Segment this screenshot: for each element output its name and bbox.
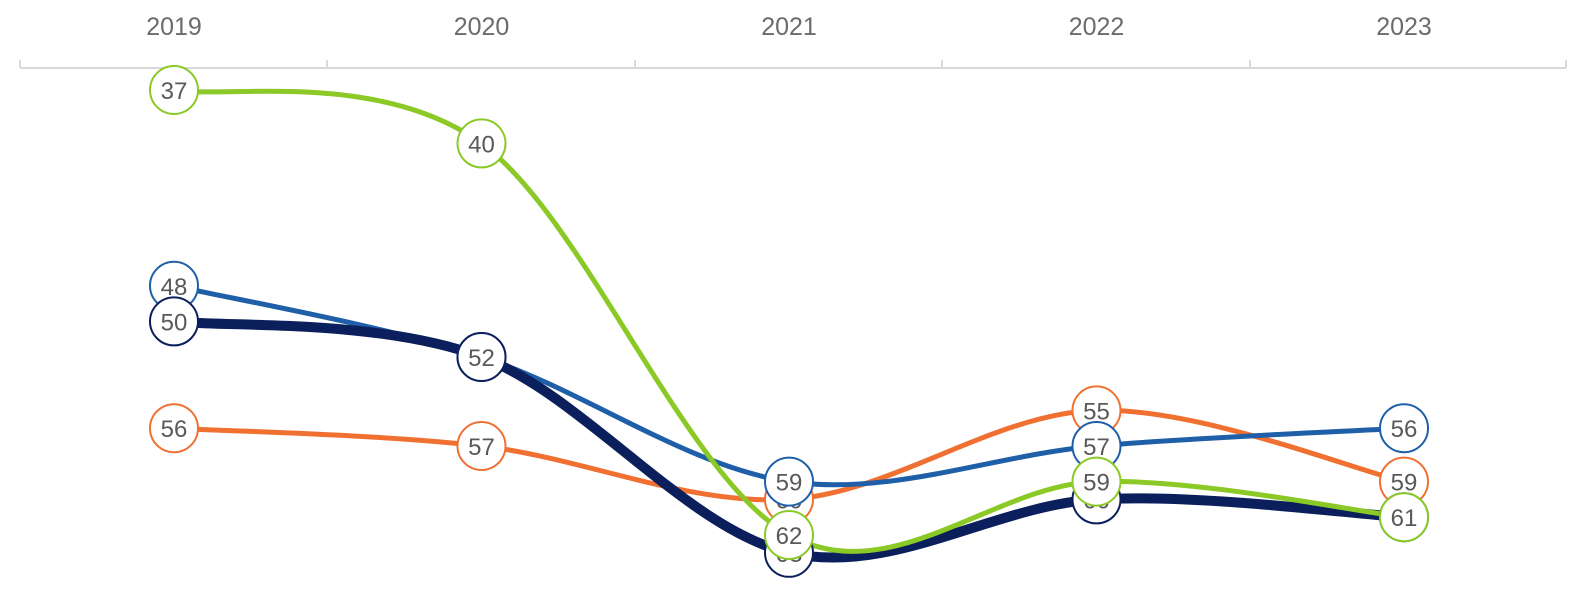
data-label: 50	[161, 309, 188, 336]
data-label: 57	[468, 434, 495, 461]
data-label: 37	[161, 78, 188, 105]
data-point-marker	[149, 296, 199, 347]
data-point-marker	[1071, 456, 1122, 507]
data-point-marker	[1379, 492, 1429, 543]
x-tick-label: 2023	[1376, 13, 1432, 41]
data-point-marker	[456, 118, 507, 169]
data-label: 55	[1083, 398, 1110, 425]
data-markers: 5657605559485259575650526360613740625961	[149, 65, 1429, 578]
x-axis: 2019 2020 2021 2022 2023	[19, 13, 1567, 69]
x-tick-label: 2020	[454, 13, 510, 41]
series-line	[171, 283, 1407, 488]
data-label: 62	[776, 523, 803, 550]
data-point-marker	[149, 403, 199, 454]
data-point-marker	[149, 65, 199, 115]
data-label: 57	[1083, 434, 1110, 461]
data-point-marker	[1379, 403, 1429, 454]
x-tick-label: 2021	[761, 13, 817, 41]
data-label: 59	[1391, 470, 1418, 497]
data-label: 52	[468, 345, 495, 372]
data-label: 56	[1391, 416, 1418, 443]
data-label: 61	[1391, 505, 1418, 532]
data-label: 40	[468, 131, 495, 158]
data-label: 56	[161, 416, 188, 443]
data-label: 59	[776, 470, 803, 497]
data-point-marker	[764, 510, 814, 560]
data-point-marker	[456, 421, 507, 471]
x-tick-label: 2019	[146, 13, 202, 41]
data-point-marker	[456, 332, 507, 382]
x-tick-label: 2022	[1069, 13, 1125, 41]
data-point-marker	[764, 456, 814, 507]
data-label: 59	[1083, 470, 1110, 497]
data-label: 48	[161, 274, 188, 301]
